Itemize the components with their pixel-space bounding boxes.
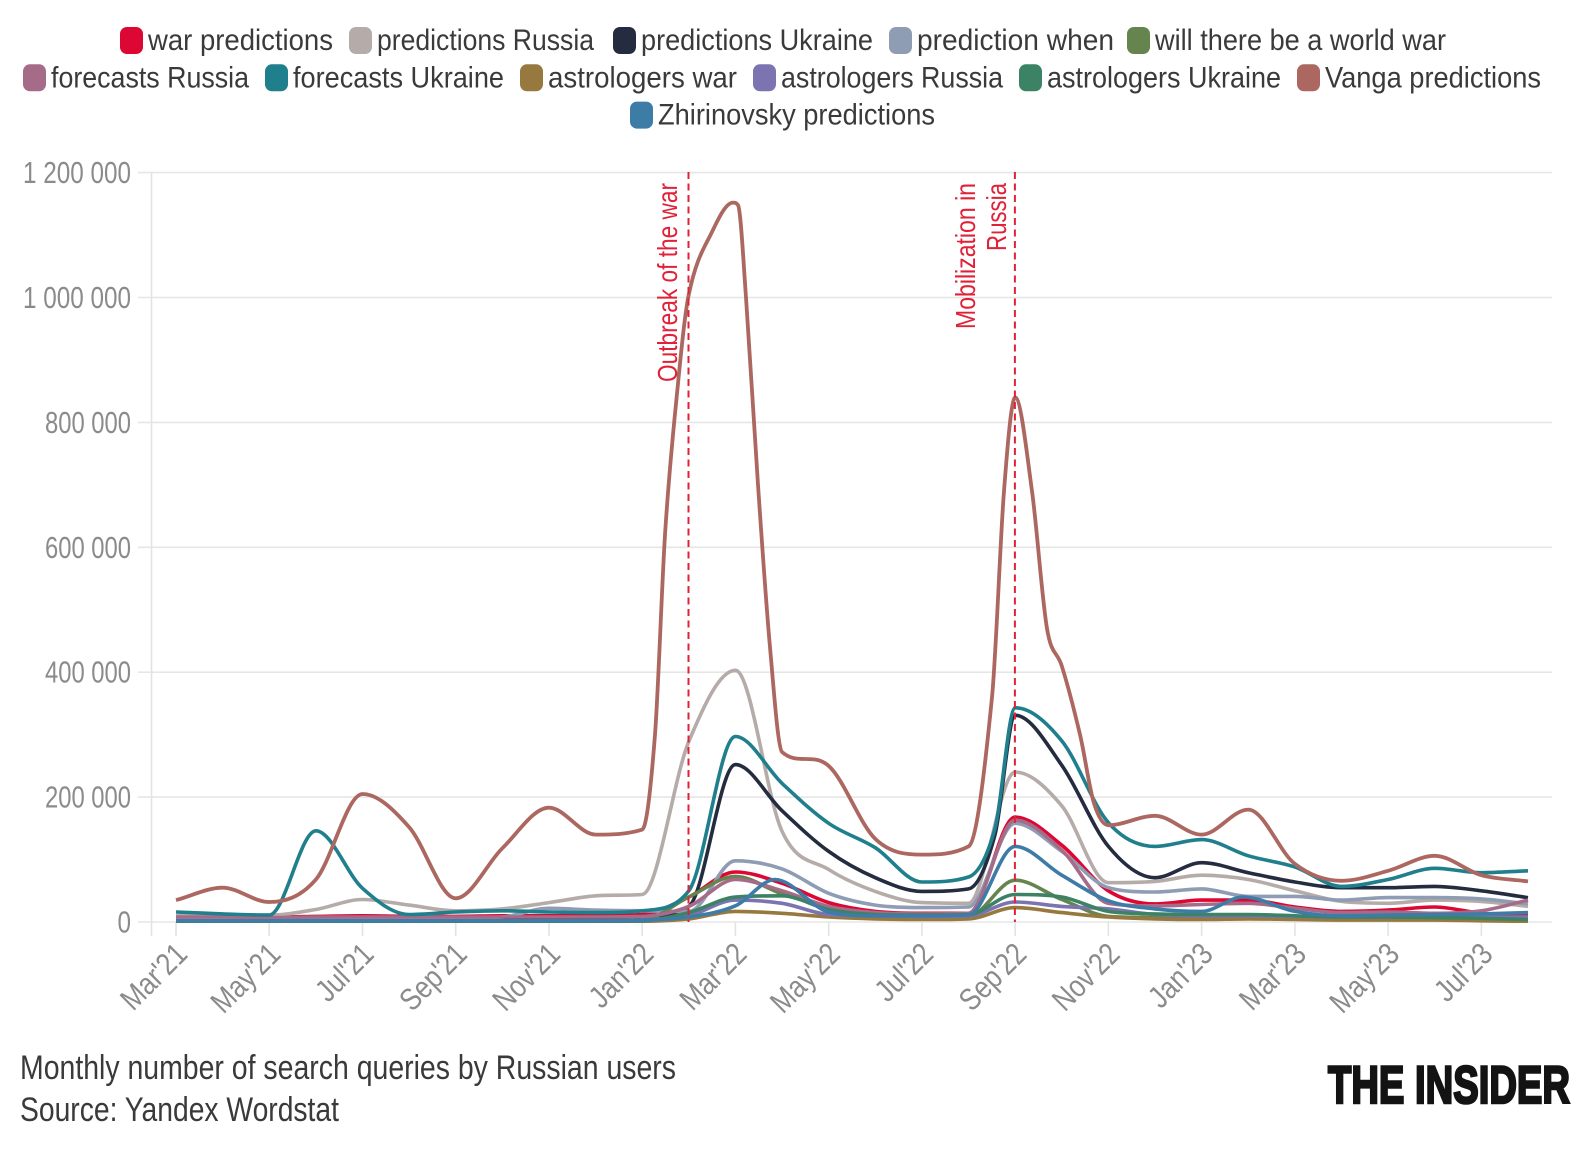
svg-text:Zhirinovsky predictions: Zhirinovsky predictions (658, 99, 935, 132)
svg-text:Monthly number of search queri: Monthly number of search queries by Russ… (20, 1049, 676, 1087)
svg-text:astrologers Ukraine: astrologers Ukraine (1047, 61, 1281, 94)
svg-text:THE INSIDER: THE INSIDER (1328, 1056, 1570, 1115)
svg-text:predictions Ukraine: predictions Ukraine (641, 24, 873, 57)
svg-text:Outbreak of the war: Outbreak of the war (652, 183, 683, 382)
svg-text:Source: Yandex Wordstat: Source: Yandex Wordstat (20, 1091, 339, 1129)
svg-text:forecasts Ukraine: forecasts Ukraine (293, 61, 504, 94)
svg-text:astrologers war: astrologers war (548, 61, 737, 94)
svg-text:0: 0 (118, 905, 132, 940)
svg-text:astrologers Russia: astrologers Russia (781, 61, 1003, 94)
svg-text:Russia: Russia (981, 183, 1012, 251)
svg-text:prediction when: prediction when (917, 24, 1114, 57)
svg-text:will there be a world war: will there be a world war (1154, 24, 1446, 57)
svg-text:800 000: 800 000 (45, 405, 131, 440)
svg-text:400 000: 400 000 (45, 655, 131, 690)
svg-text:forecasts Russia: forecasts Russia (51, 61, 249, 94)
svg-text:1 200 000: 1 200 000 (23, 155, 131, 190)
svg-text:600 000: 600 000 (45, 530, 131, 565)
svg-text:predictions Russia: predictions Russia (377, 24, 594, 57)
svg-text:Mobilization in: Mobilization in (950, 183, 981, 329)
svg-text:1 000 000: 1 000 000 (23, 280, 131, 315)
svg-text:Vanga predictions: Vanga predictions (1325, 61, 1541, 94)
svg-text:200 000: 200 000 (45, 780, 131, 815)
svg-text:war predictions: war predictions (147, 24, 333, 57)
